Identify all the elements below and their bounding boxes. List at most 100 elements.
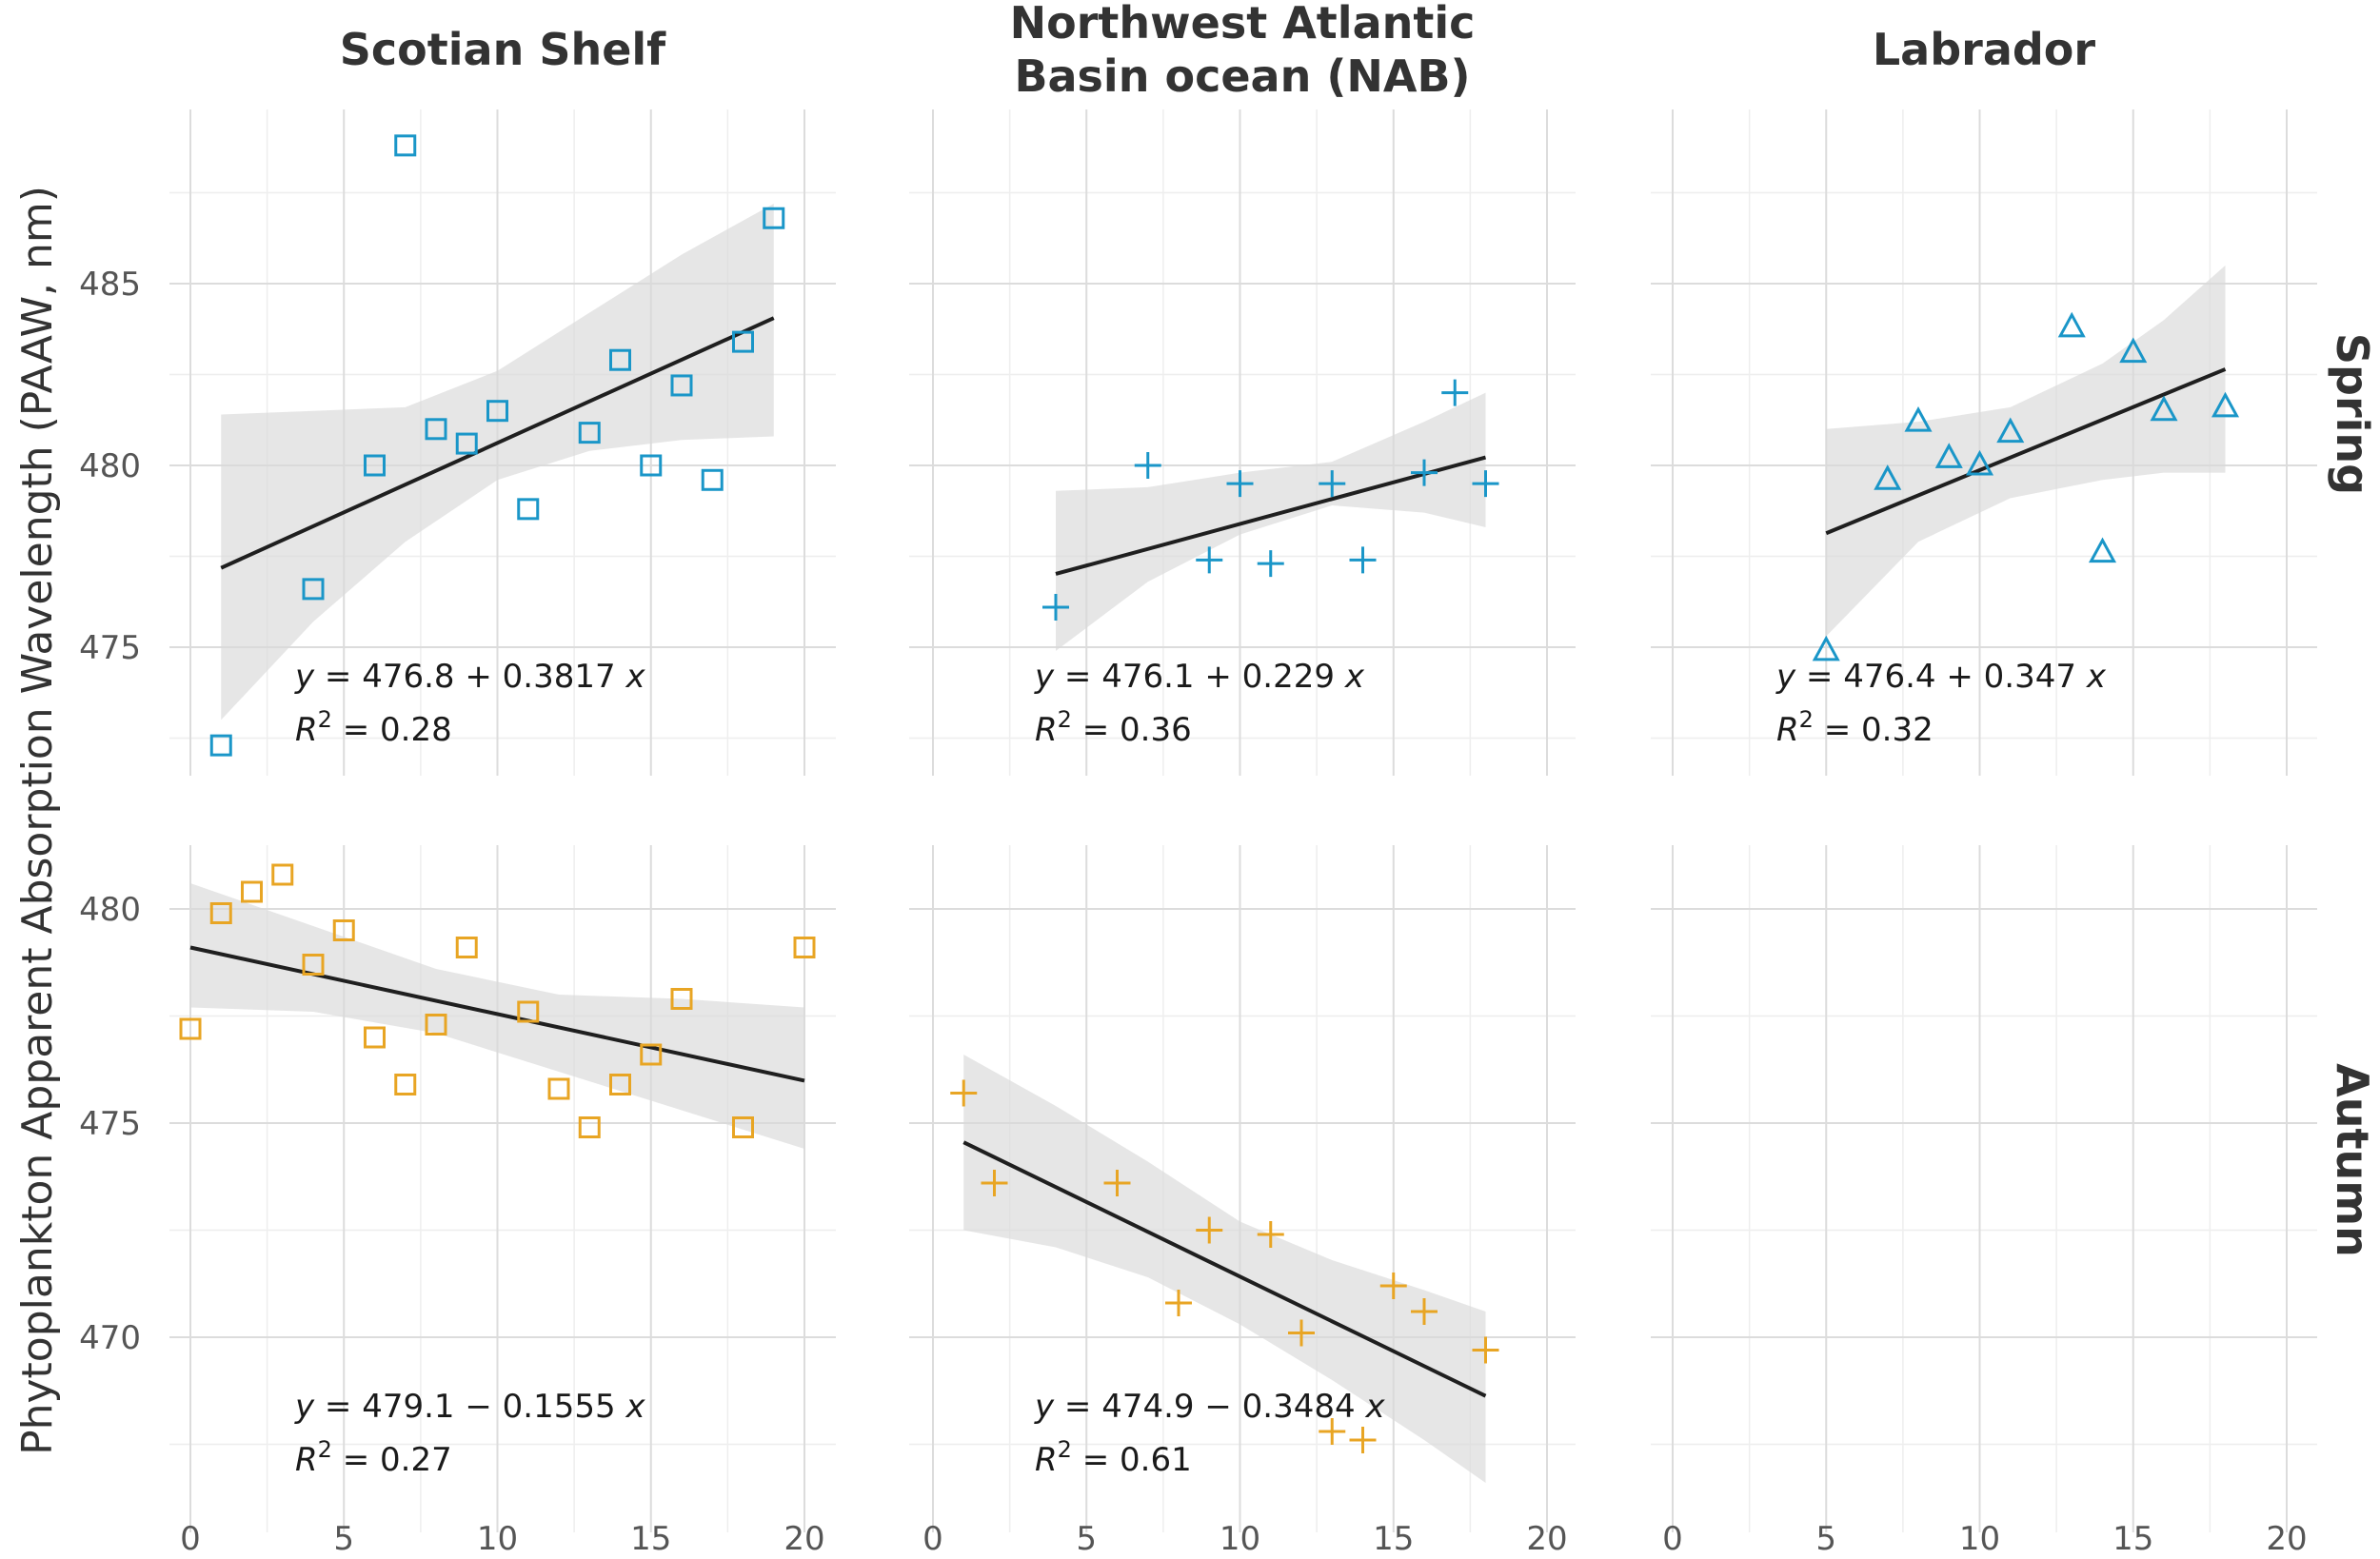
data-point-square <box>670 374 693 397</box>
panel-grid-1-2 <box>1651 845 2317 1532</box>
x-tick-label: 15 <box>1373 1520 1414 1555</box>
r-squared: R2 = 0.27 <box>295 1436 452 1479</box>
data-point-square <box>701 468 724 491</box>
data-point-plus <box>1319 470 1346 498</box>
data-point-square <box>578 1116 601 1138</box>
column-title-3: Labrador <box>1873 24 2096 75</box>
data-point-square <box>425 418 447 441</box>
data-point-square <box>394 134 417 157</box>
x-tick-label: 5 <box>1076 1520 1097 1555</box>
x-tick-label: 20 <box>783 1520 824 1555</box>
data-point-square <box>364 1026 386 1049</box>
data-point-plus <box>1226 470 1254 498</box>
panel-spring-3: y = 476.4 + 0.347 x R2 = 0.32 <box>1775 265 2240 749</box>
data-point-square <box>425 1014 447 1036</box>
data-point-square <box>455 432 478 455</box>
data-point-square <box>394 1074 417 1095</box>
confidence-band <box>221 203 774 720</box>
regression-line <box>220 316 775 570</box>
regression-line <box>1825 367 2227 536</box>
regression-line <box>1055 455 1487 576</box>
data-point-square <box>640 1043 663 1066</box>
data-point-square <box>609 348 631 371</box>
data-point-square <box>732 330 754 353</box>
regression-equation: y = 476.1 + 0.229 x <box>1034 658 1365 696</box>
data-point-plus <box>1411 1298 1438 1325</box>
x-tick-label: 10 <box>1220 1520 1260 1555</box>
data-point-square <box>670 988 693 1010</box>
data-point-triangle <box>2150 395 2178 422</box>
data-point-square <box>640 454 663 477</box>
y-tick-label: 480 <box>79 891 141 929</box>
data-point-square <box>209 734 232 757</box>
data-point-plus <box>1196 1216 1223 1244</box>
x-tick-label: 5 <box>333 1520 354 1555</box>
data-point-triangle <box>2119 337 2148 364</box>
x-tick-label: 10 <box>477 1520 518 1555</box>
data-point-plus <box>1379 1273 1407 1299</box>
y-tick-label: 475 <box>79 1105 141 1143</box>
data-point-square <box>732 1116 754 1138</box>
data-point-square <box>209 902 232 924</box>
data-point-square <box>364 454 386 477</box>
data-point-triangle <box>1904 406 1933 432</box>
x-tick-label: 15 <box>2112 1520 2153 1555</box>
regression-equation: y = 474.9 − 0.3484 x <box>1034 1388 1385 1426</box>
data-point-plus <box>1165 1290 1192 1316</box>
x-tick-label: 0 <box>922 1520 943 1555</box>
panel-spring-2: y = 476.1 + 0.229 x R2 = 0.36 <box>1034 379 1499 749</box>
data-point-triangle <box>2088 537 2117 563</box>
x-tick-label: 5 <box>1815 1520 1836 1555</box>
x-tick-label: 15 <box>630 1520 671 1555</box>
data-point-square <box>302 578 325 601</box>
panel-autumn-1: y = 479.1 − 0.1555 x R2 = 0.27 <box>179 863 816 1479</box>
data-point-square <box>763 207 785 229</box>
data-point-plus <box>1411 459 1438 486</box>
regression-line <box>962 1140 1487 1398</box>
data-point-triangle <box>1812 635 1840 661</box>
data-point-plus <box>1472 470 1499 498</box>
r-squared: R2 = 0.36 <box>1035 706 1192 749</box>
data-point-square <box>517 498 540 521</box>
data-point-square <box>547 1077 570 1100</box>
y-tick-label: 470 <box>79 1319 141 1357</box>
data-point-triangle <box>1965 449 1994 476</box>
data-point-plus <box>1349 1427 1377 1453</box>
column-title-1: Scotian Shelf <box>340 24 666 75</box>
data-point-square <box>578 422 601 444</box>
r-squared: R2 = 0.61 <box>1035 1436 1192 1479</box>
data-point-plus <box>1472 1336 1499 1364</box>
x-tick-label: 20 <box>1526 1520 1567 1555</box>
data-point-triangle <box>1874 464 1902 490</box>
data-point-plus <box>1257 550 1284 578</box>
data-point-plus <box>1042 593 1069 621</box>
data-point-plus <box>981 1170 1008 1196</box>
data-point-plus <box>1134 452 1161 479</box>
data-point-square <box>332 919 355 941</box>
panel-spring-1: y = 476.8 + 0.3817 x R2 = 0.28 <box>209 134 785 757</box>
regression-line <box>189 945 805 1083</box>
regression-equation: y = 476.4 + 0.347 x <box>1775 658 2107 696</box>
data-point-plus <box>1257 1221 1284 1248</box>
data-point-square <box>793 937 816 958</box>
r-squared: R2 = 0.28 <box>295 706 452 749</box>
data-point-plus <box>1196 546 1223 574</box>
column-title-2: Northwest Atlantic Basin ocean (NAB) <box>1010 0 1476 102</box>
x-tick-label: 10 <box>1959 1520 2000 1555</box>
y-axis-title: Phytoplankton Apparent Absorption Wavele… <box>13 186 62 1455</box>
data-point-plus <box>1319 1418 1346 1445</box>
x-tick-label: 0 <box>180 1520 201 1555</box>
data-point-plus <box>1441 379 1469 406</box>
x-tick-label: 0 <box>1662 1520 1683 1555</box>
data-point-square <box>241 880 263 903</box>
data-point-square <box>302 954 325 976</box>
data-point-plus <box>1103 1170 1131 1196</box>
panel-grid-0-2 <box>1651 109 2317 776</box>
data-point-square <box>517 1000 540 1023</box>
y-tick-label: 485 <box>79 266 141 304</box>
data-point-triangle <box>1934 443 1963 468</box>
data-point-triangle <box>2211 391 2240 418</box>
x-tick-label: 20 <box>2266 1520 2307 1555</box>
